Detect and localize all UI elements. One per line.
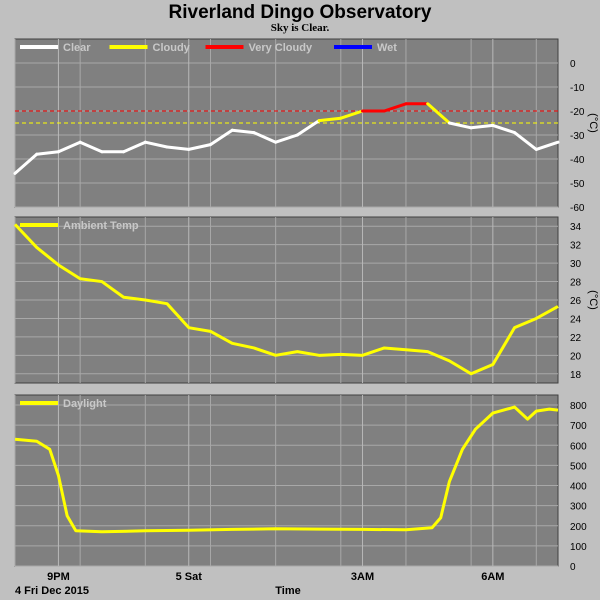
series-segment: [13, 152, 39, 175]
y-tick-label: 28: [570, 278, 582, 289]
plot-area-daylight: [14, 394, 559, 567]
y-tick-label: 32: [570, 241, 582, 252]
y-tick-label: -50: [570, 179, 585, 190]
y-tick-label: 24: [570, 314, 582, 325]
series-segment: [534, 140, 560, 151]
y-tick-label: 700: [570, 421, 587, 432]
unit-label: (°C): [587, 113, 599, 133]
series-segment: [143, 140, 169, 149]
series-segment: [426, 102, 451, 125]
y-tick-label: 300: [570, 502, 587, 513]
sky-status: Sky is Clear.: [270, 22, 330, 34]
series-segment: [35, 150, 60, 156]
y-tick-label: 26: [570, 296, 582, 307]
y-tick-label: -60: [570, 203, 585, 214]
legend-label: Cloudy: [153, 42, 191, 54]
y-tick-label: 600: [570, 441, 587, 452]
page-title: Riverland Dingo Observatory: [168, 2, 432, 23]
legend-label: Ambient Temp: [63, 220, 139, 232]
series-segment: [491, 123, 517, 135]
y-tick-label: 30: [570, 259, 582, 270]
series-segment: [317, 116, 343, 123]
legend-label: Very Cloudy: [249, 42, 313, 54]
series-segment: [295, 119, 321, 137]
series-segment: [513, 131, 538, 151]
y-tick-label: 20: [570, 351, 582, 362]
series-segment: [78, 140, 104, 154]
x-axis-title: Time: [275, 585, 300, 597]
y-tick-label: 200: [570, 522, 587, 533]
legend-label: Wet: [377, 42, 397, 54]
series-segment: [208, 128, 234, 147]
series-line: [14, 405, 559, 534]
series-segment: [469, 123, 495, 130]
date-label: 4 Fri Dec 2015: [15, 585, 89, 597]
legend-label: Clear: [63, 42, 91, 54]
series-segment: [56, 140, 82, 154]
x-tick-label: 5 Sat: [176, 571, 203, 583]
y-tick-label: 0: [570, 562, 576, 573]
y-tick-label: 0: [570, 59, 576, 70]
series-segment: [165, 145, 191, 151]
y-tick-label: 400: [570, 482, 587, 493]
y-tick-label: 800: [570, 401, 587, 412]
series-line: [13, 223, 559, 376]
y-tick-label: -40: [570, 155, 585, 166]
y-tick-label: -20: [570, 107, 585, 118]
series-segment: [339, 109, 365, 120]
series-segment: [382, 102, 408, 113]
series-segment: [274, 133, 299, 144]
unit-label: (°C): [587, 290, 599, 310]
x-tick-label: 9PM: [47, 571, 70, 583]
series-segment: [230, 128, 256, 135]
legend-label: Daylight: [63, 398, 107, 410]
series-segment: [187, 143, 212, 151]
y-tick-label: 100: [570, 542, 587, 553]
series-segment: [447, 121, 473, 130]
series-segment: [122, 140, 147, 154]
y-tick-label: -10: [570, 83, 585, 94]
plot-area-sky: [14, 38, 559, 208]
y-tick-label: 34: [570, 222, 582, 233]
x-tick-label: 6AM: [481, 571, 504, 583]
series-segment: [252, 131, 278, 144]
y-tick-label: -30: [570, 131, 585, 142]
y-tick-label: 500: [570, 461, 587, 472]
y-tick-label: 22: [570, 333, 582, 344]
y-tick-label: 18: [570, 370, 582, 381]
x-tick-label: 3AM: [351, 571, 374, 583]
